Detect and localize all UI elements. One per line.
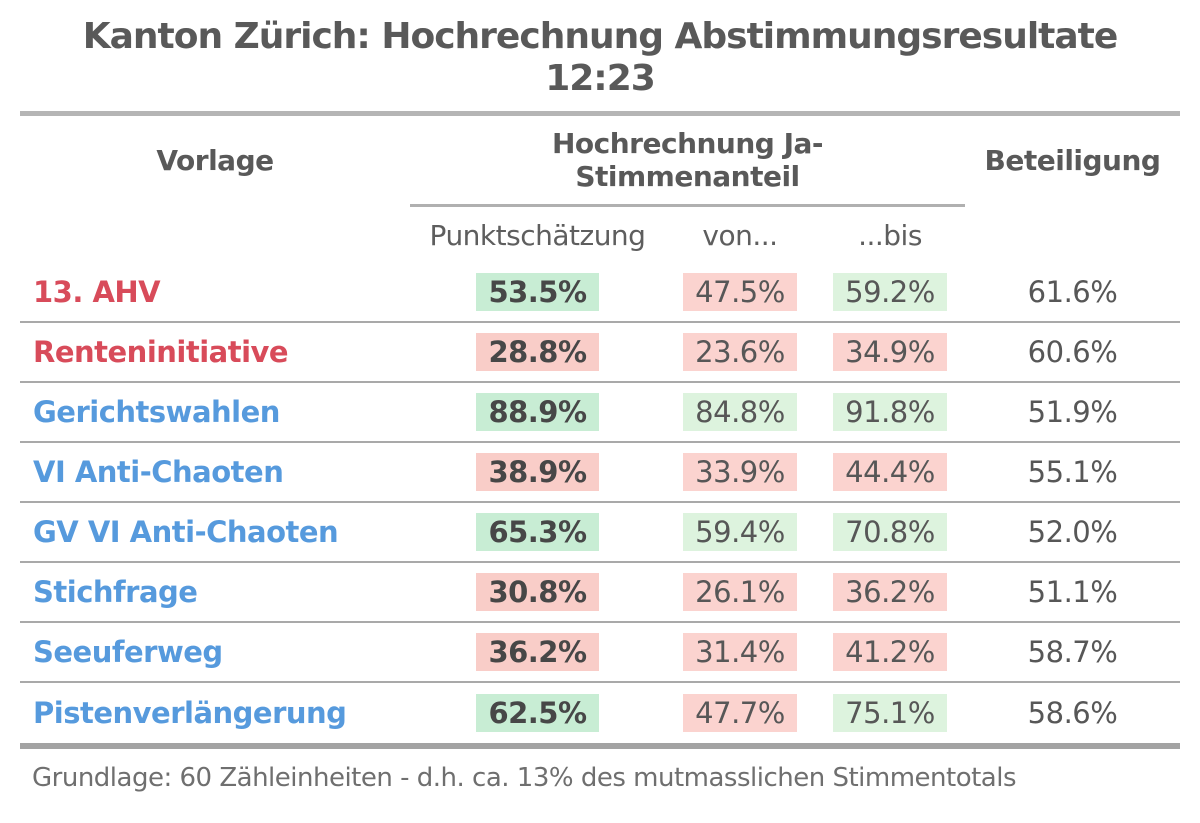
- title-divider: [20, 111, 1180, 117]
- row-label: Pistenverlängerung: [33, 696, 347, 731]
- table-row: Pistenverlängerung 62.5% 47.7% 75.1% 58.…: [20, 683, 1180, 743]
- cell-bis: 91.8%: [815, 393, 965, 432]
- point-estimate-badge: 36.2%: [476, 633, 599, 672]
- bis-badge: 44.4%: [833, 453, 947, 492]
- cell-punktschaetzung: 88.9%: [410, 393, 665, 432]
- cell-bis: 70.8%: [815, 513, 965, 552]
- von-badge: 47.5%: [683, 273, 797, 312]
- cell-bis: 36.2%: [815, 573, 965, 612]
- cell-beteiligung: 51.9%: [1027, 395, 1118, 430]
- von-badge: 47.7%: [683, 694, 797, 733]
- subheader-von: von...: [702, 218, 778, 252]
- cell-beteiligung: 52.0%: [1027, 515, 1118, 550]
- cell-bis: 75.1%: [815, 694, 965, 733]
- row-label: Stichfrage: [33, 575, 198, 610]
- cell-von: 31.4%: [665, 633, 815, 672]
- table-row: VI Anti-Chaoten 38.9% 33.9% 44.4% 55.1%: [20, 443, 1180, 504]
- cell-beteiligung: 60.6%: [1027, 335, 1118, 370]
- row-label: Seeuferweg: [33, 635, 223, 670]
- cell-von: 23.6%: [665, 333, 815, 372]
- cell-punktschaetzung: 62.5%: [410, 694, 665, 733]
- cell-von: 47.7%: [665, 694, 815, 733]
- row-label: Renteninitiative: [33, 335, 289, 370]
- cell-bis: 34.9%: [815, 333, 965, 372]
- cell-punktschaetzung: 30.8%: [410, 573, 665, 612]
- von-badge: 26.1%: [683, 573, 797, 612]
- von-badge: 33.9%: [683, 453, 797, 492]
- point-estimate-badge: 38.9%: [476, 453, 599, 492]
- header-group-line2: Stimmenanteil: [575, 160, 800, 194]
- header-group-line1: Hochrechnung Ja-: [551, 126, 824, 160]
- cell-punktschaetzung: 53.5%: [410, 273, 665, 312]
- point-estimate-badge: 65.3%: [476, 513, 599, 552]
- von-badge: 23.6%: [683, 333, 797, 372]
- table-row: GV VI Anti-Chaoten 65.3% 59.4% 70.8% 52.…: [20, 503, 1180, 564]
- row-label: GV VI Anti-Chaoten: [33, 515, 339, 550]
- bis-badge: 34.9%: [833, 333, 947, 372]
- page-title-line1: Kanton Zürich: Hochrechnung Abstimmungsr…: [82, 16, 1119, 57]
- subheader-divider-row: [20, 204, 1180, 208]
- bis-badge: 75.1%: [833, 694, 947, 733]
- cell-punktschaetzung: 36.2%: [410, 633, 665, 672]
- table-body: 13. AHV 53.5% 47.5% 59.2% 61.6% Rentenin…: [0, 263, 1200, 743]
- von-badge: 31.4%: [683, 633, 797, 672]
- subheader-divider: [410, 204, 965, 208]
- footer-note: Grundlage: 60 Zähleinheiten - d.h. ca. 1…: [32, 763, 1017, 794]
- point-estimate-badge: 62.5%: [476, 694, 599, 733]
- point-estimate-badge: 30.8%: [476, 573, 599, 612]
- cell-von: 59.4%: [665, 513, 815, 552]
- table-row: Gerichtswahlen 88.9% 84.8% 91.8% 51.9%: [20, 383, 1180, 444]
- cell-beteiligung: 51.1%: [1027, 575, 1118, 610]
- row-label: VI Anti-Chaoten: [33, 455, 284, 490]
- cell-beteiligung: 61.6%: [1027, 275, 1118, 310]
- subheader-bis: ...bis: [858, 218, 922, 252]
- cell-punktschaetzung: 65.3%: [410, 513, 665, 552]
- table-row: 13. AHV 53.5% 47.5% 59.2% 61.6%: [20, 263, 1180, 324]
- subheader-punktschaetzung: Punktschätzung: [429, 218, 646, 252]
- cell-bis: 41.2%: [815, 633, 965, 672]
- cell-punktschaetzung: 38.9%: [410, 453, 665, 492]
- table-header: Vorlage Hochrechnung Ja- Stimmenanteil B…: [20, 116, 1180, 204]
- table-subheader: Punktschätzung von... ...bis: [20, 207, 1180, 263]
- cell-bis: 59.2%: [815, 273, 965, 312]
- bis-badge: 91.8%: [833, 393, 947, 432]
- cell-von: 26.1%: [665, 573, 815, 612]
- cell-beteiligung: 58.6%: [1027, 696, 1118, 731]
- bis-badge: 41.2%: [833, 633, 947, 672]
- cell-bis: 44.4%: [815, 453, 965, 492]
- cell-beteiligung: 55.1%: [1027, 455, 1118, 490]
- cell-punktschaetzung: 28.8%: [410, 333, 665, 372]
- page-title-time: 12:23: [545, 58, 656, 100]
- point-estimate-badge: 88.9%: [476, 393, 599, 432]
- cell-von: 33.9%: [665, 453, 815, 492]
- cell-von: 47.5%: [665, 273, 815, 312]
- bis-badge: 70.8%: [833, 513, 947, 552]
- table-row: Stichfrage 30.8% 26.1% 36.2% 51.1%: [20, 563, 1180, 624]
- table-bottom-divider: [20, 743, 1180, 750]
- point-estimate-badge: 53.5%: [476, 273, 599, 312]
- header-vorlage: Vorlage: [156, 143, 274, 177]
- cell-beteiligung: 58.7%: [1027, 635, 1118, 670]
- row-label: Gerichtswahlen: [33, 395, 280, 430]
- header-beteiligung: Beteiligung: [984, 143, 1161, 177]
- page-title: Kanton Zürich: Hochrechnung Abstimmungsr…: [0, 0, 1200, 100]
- row-label: 13. AHV: [33, 275, 161, 310]
- von-badge: 59.4%: [683, 513, 797, 552]
- cell-von: 84.8%: [665, 393, 815, 432]
- bis-badge: 36.2%: [833, 573, 947, 612]
- table-row: Renteninitiative 28.8% 23.6% 34.9% 60.6%: [20, 323, 1180, 384]
- header-group-ja-anteil: Hochrechnung Ja- Stimmenanteil: [410, 127, 965, 194]
- point-estimate-badge: 28.8%: [476, 333, 599, 372]
- table-row: Seeuferweg 36.2% 31.4% 41.2% 58.7%: [20, 623, 1180, 684]
- bis-badge: 59.2%: [833, 273, 947, 312]
- von-badge: 84.8%: [683, 393, 797, 432]
